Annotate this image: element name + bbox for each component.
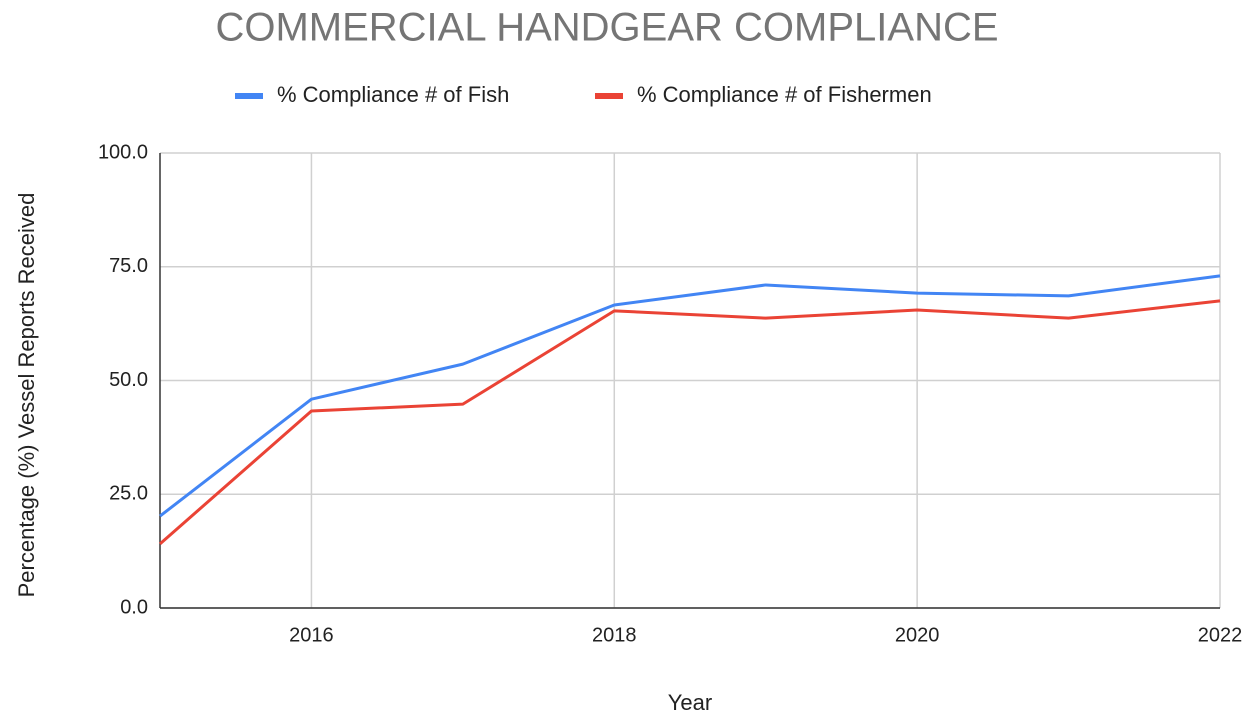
line-series [159, 274, 1221, 518]
x-tick-label: 2022 [1198, 624, 1243, 646]
y-tick-label: 50.0 [109, 369, 148, 391]
x-tick-label: 2020 [895, 624, 940, 646]
y-tick-label: 0.0 [120, 596, 148, 618]
y-tick-label: 75.0 [109, 255, 148, 277]
y-tick-label: 25.0 [109, 483, 148, 505]
x-axis-label: Year [668, 690, 712, 715]
chart-title: COMMERCIAL HANDGEAR COMPLIANCE [215, 6, 998, 50]
y-axis-label: Percentage (%) Vessel Reports Received [14, 193, 39, 598]
x-tick-label: 2018 [592, 624, 637, 646]
legend-label: % Compliance # of Fishermen [637, 82, 932, 107]
y-tick-label: 100.0 [98, 141, 148, 163]
line-series [159, 299, 1221, 545]
legend-label: % Compliance # of Fish [277, 82, 509, 107]
x-tick-label: 2016 [289, 624, 334, 646]
